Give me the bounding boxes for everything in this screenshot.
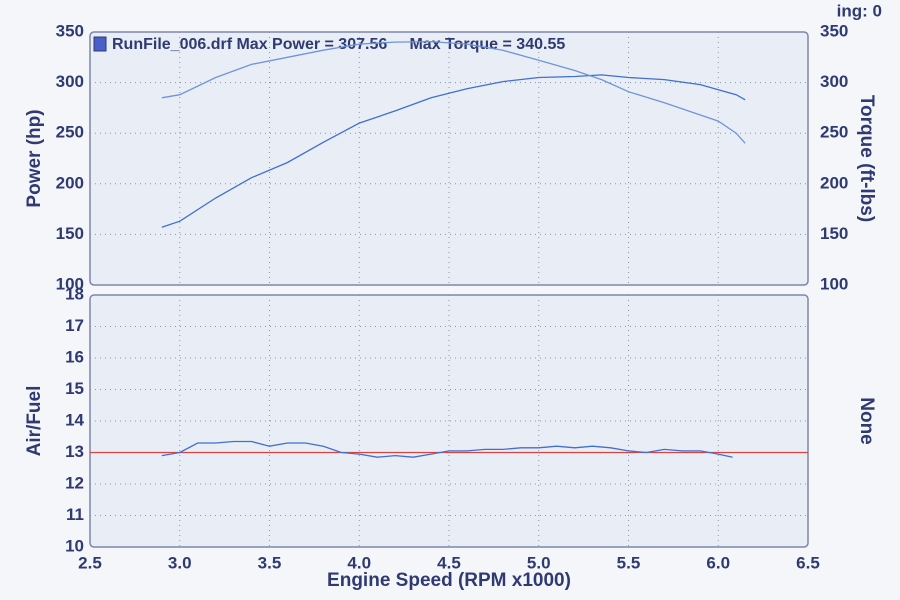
- y-tick-label: 100: [56, 274, 84, 293]
- y2-axis-title: None: [856, 397, 877, 445]
- y-tick-label: 300: [56, 72, 84, 91]
- series-line: [161, 40, 746, 144]
- x-tick-label: 6.5: [796, 553, 820, 572]
- y-axis-title: Power (hp): [24, 109, 45, 207]
- x-tick-label: 5.5: [617, 553, 641, 572]
- y-axis-title: Air/Fuel: [24, 386, 45, 457]
- x-tick-label: 2.5: [78, 553, 102, 572]
- series-line: [161, 74, 746, 228]
- series-line: [161, 440, 733, 458]
- y-tick-label: 13: [65, 442, 84, 461]
- y-tick-label: 10: [65, 536, 84, 555]
- y-tick-label: 11: [66, 505, 84, 524]
- corner-text: ing: 0: [837, 1, 882, 20]
- y-tick-label: 12: [65, 473, 84, 492]
- y2-tick-label: 150: [820, 224, 848, 243]
- y2-tick-label: 350: [820, 21, 848, 40]
- y-tick-label: 150: [56, 224, 84, 243]
- y2-axis-title: Torque (ft-lbs): [856, 95, 877, 222]
- y-tick-label: 350: [56, 21, 84, 40]
- y2-tick-label: 300: [820, 72, 848, 91]
- y-tick-label: 15: [65, 379, 84, 398]
- legend-swatch: [93, 36, 107, 52]
- x-tick-label: 5.0: [527, 553, 551, 572]
- y2-tick-label: 200: [820, 173, 848, 192]
- x-axis-title: Engine Speed (RPM x1000): [327, 570, 571, 591]
- y-tick-label: 18: [65, 284, 84, 303]
- x-tick-label: 6.0: [706, 553, 730, 572]
- y2-tick-label: 100: [820, 274, 848, 293]
- y-tick-label: 16: [65, 347, 84, 366]
- chart-title: RunFile_006.drf Max Power = 307.56 Max T…: [112, 36, 565, 53]
- x-tick-label: 4.0: [347, 553, 371, 572]
- y-tick-label: 250: [56, 123, 84, 142]
- y-tick-label: 14: [65, 410, 84, 429]
- x-tick-label: 3.0: [168, 553, 192, 572]
- y-tick-label: 17: [65, 316, 84, 335]
- x-tick-label: 4.5: [437, 553, 461, 572]
- x-tick-label: 3.5: [258, 553, 282, 572]
- y-tick-label: 200: [56, 173, 84, 192]
- y2-tick-label: 250: [820, 123, 848, 142]
